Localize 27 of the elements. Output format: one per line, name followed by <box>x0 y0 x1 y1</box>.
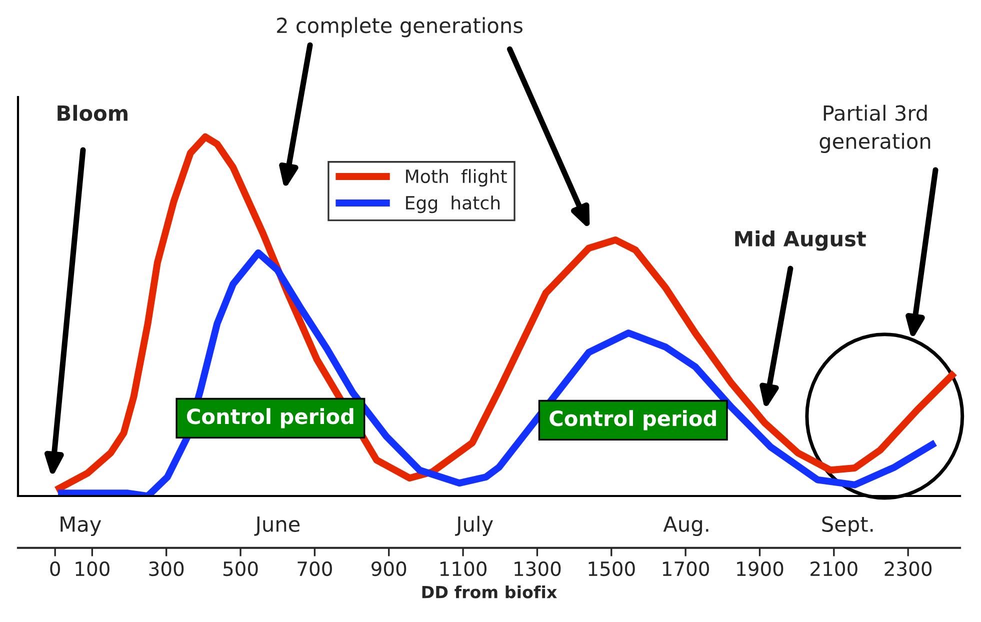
annotation: Partial 3rd generation <box>820 104 930 154</box>
x-tick-label: 700 <box>298 561 332 576</box>
x-tick-label: 2100 <box>810 561 858 576</box>
text: July <box>455 516 493 536</box>
x-tick-label: 300 <box>149 561 184 576</box>
text: June <box>254 516 300 536</box>
x-tick-label: 0 <box>50 561 60 576</box>
text: Bloom <box>58 104 128 121</box>
annotation: Control period <box>186 408 354 428</box>
x-tick-label: 2300 <box>884 561 932 576</box>
text: Sept. <box>822 516 873 536</box>
x-tick-label: 1500 <box>588 561 635 576</box>
text: 2 complete generations <box>277 17 522 38</box>
legend-label: Egg hatch <box>406 196 500 214</box>
x-tick-label: 1700 <box>662 561 710 576</box>
x-axis-title: DD from biofix <box>422 585 557 598</box>
legend-label: Moth flight <box>406 169 507 187</box>
x-tick-label: 500 <box>223 561 258 576</box>
x-tick-label: 900 <box>372 561 406 576</box>
x-tick-label: 100 <box>76 561 110 576</box>
annotation: Mid August <box>735 230 866 251</box>
text: May <box>60 516 102 536</box>
annotation: Control period <box>550 410 716 430</box>
x-tick-label: 1900 <box>737 561 784 576</box>
x-tick-label: 1100 <box>440 561 486 576</box>
x-tick-label: 1300 <box>514 561 561 576</box>
text: Aug. <box>663 516 708 536</box>
